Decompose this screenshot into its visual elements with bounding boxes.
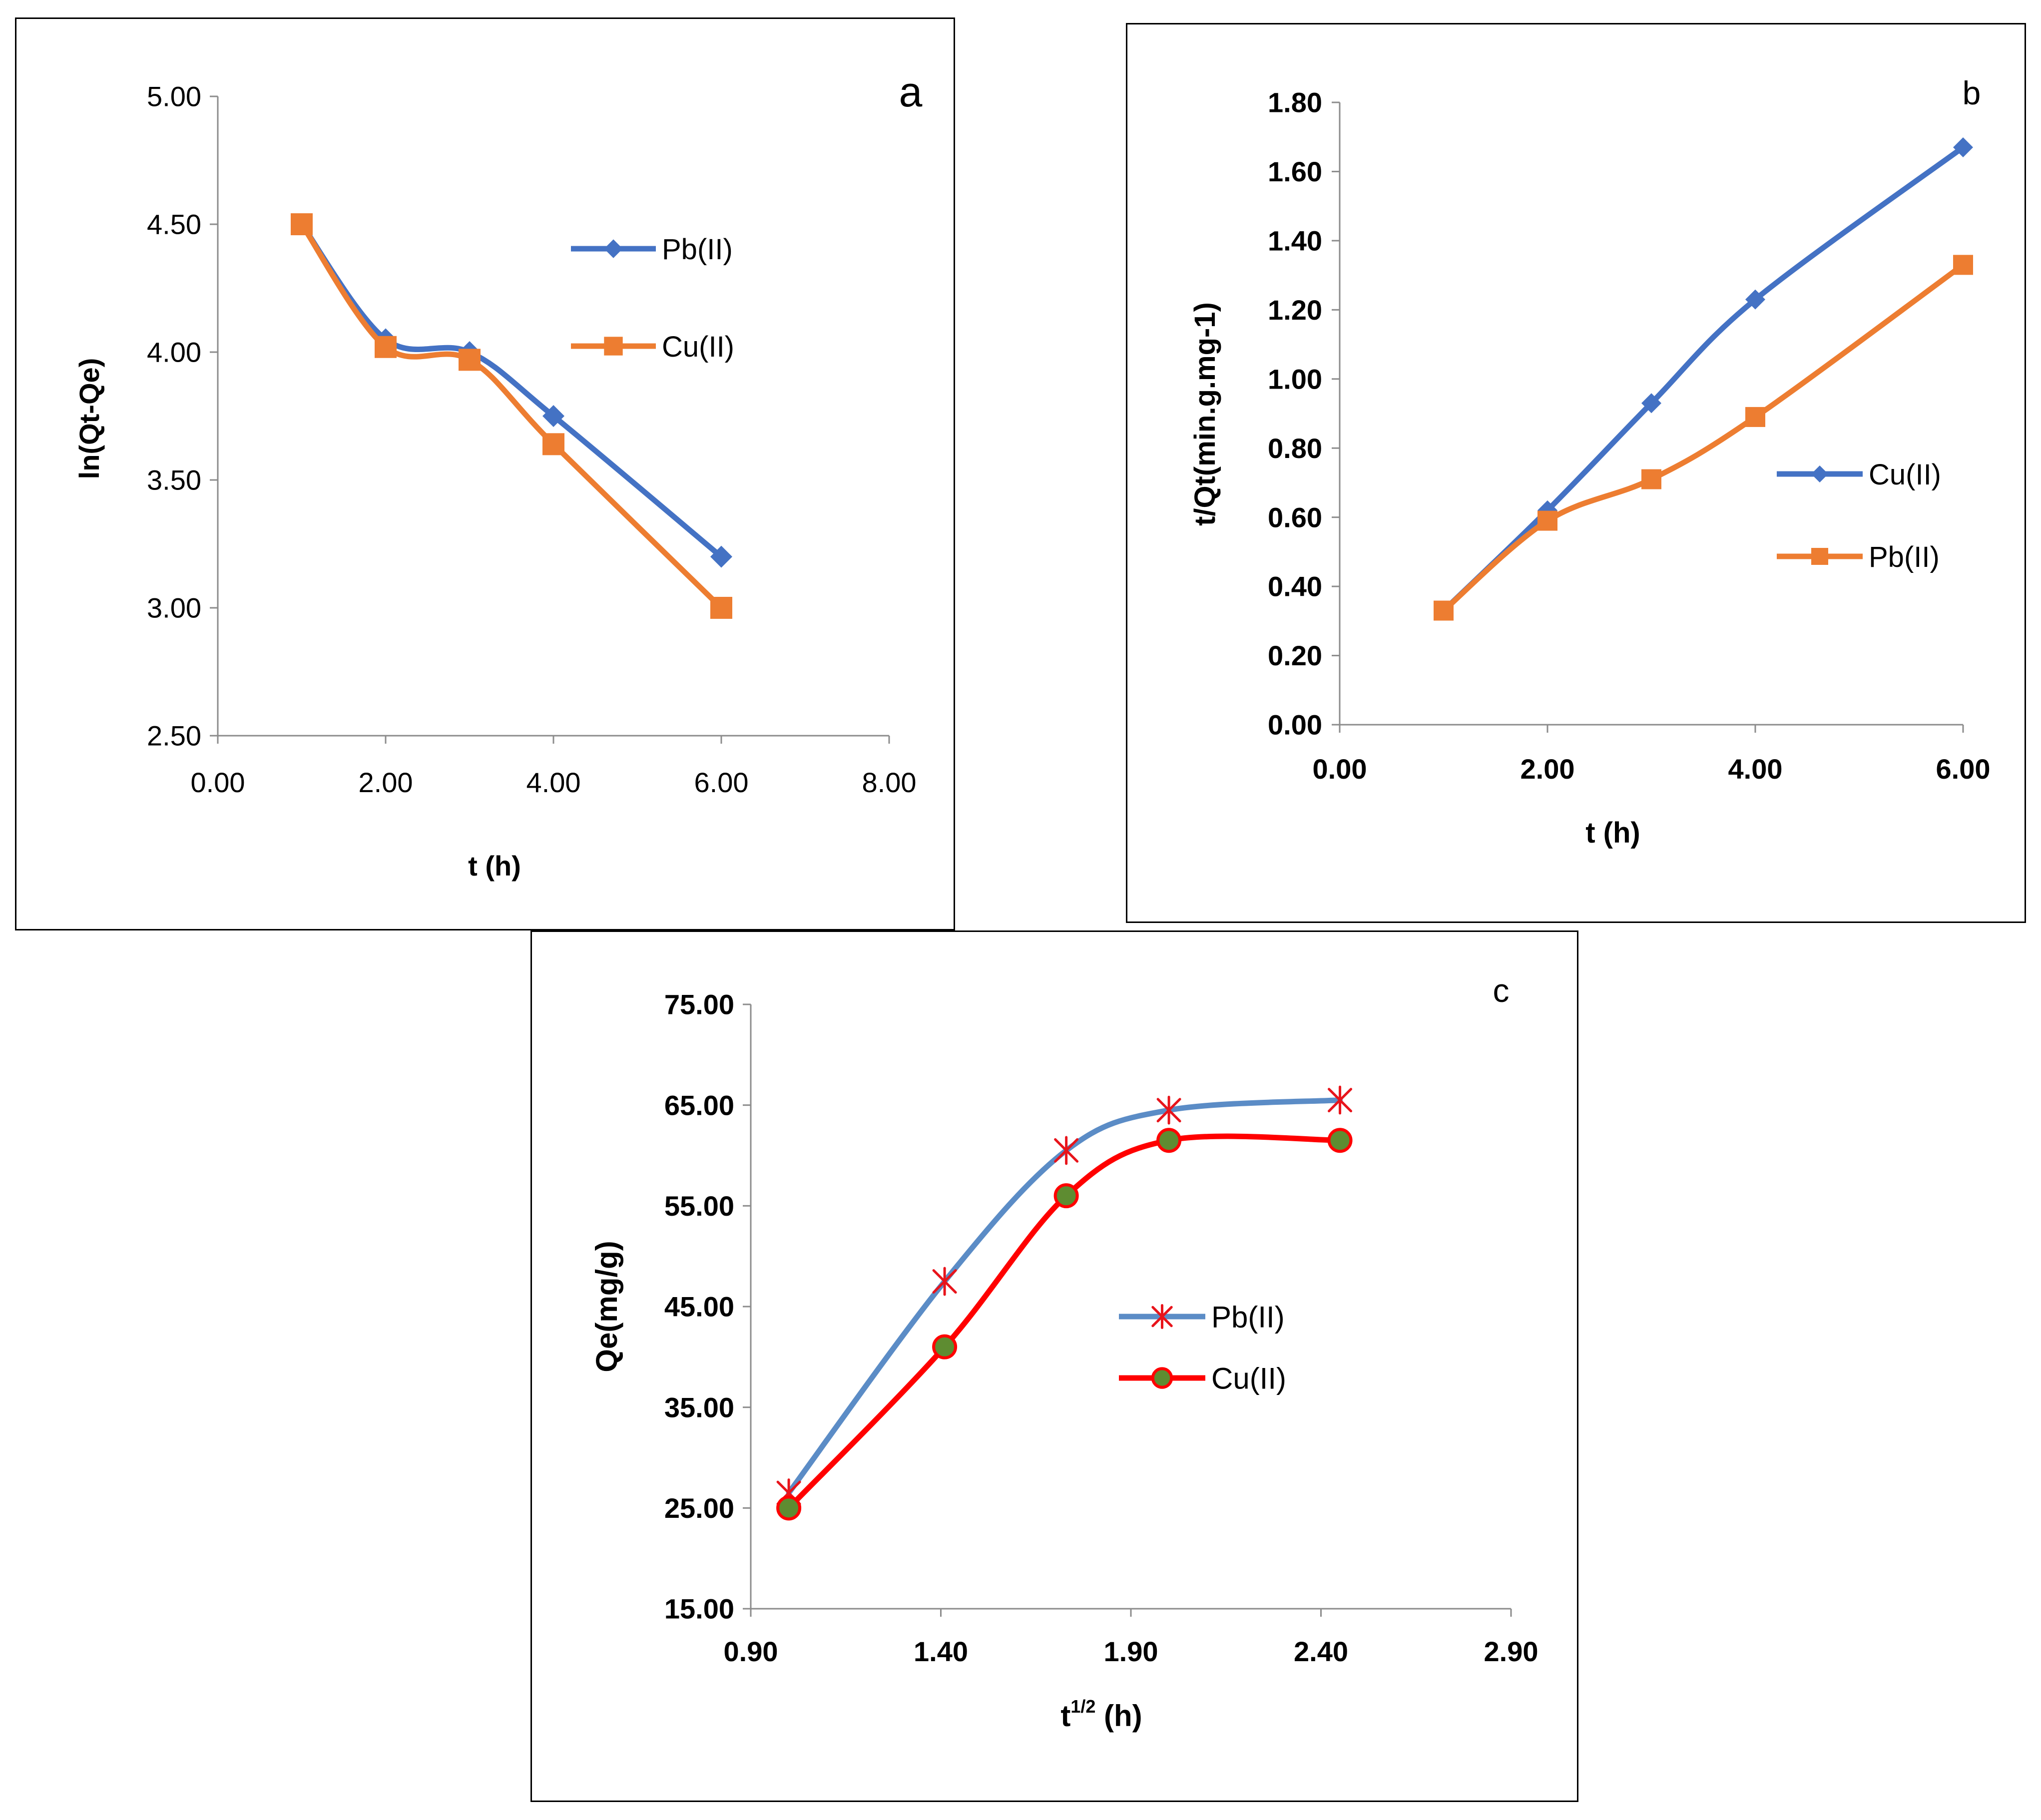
data-point <box>1537 500 1557 520</box>
chart-c-svg: 15.00 25.00 35.00 45.00 55.00 65.00 75.00 0.90 1… <box>590 972 1538 1733</box>
y-tick-label: 0.40 <box>1268 571 1322 602</box>
data-point <box>1434 600 1454 621</box>
y-tick-label: 1.40 <box>1268 225 1322 256</box>
data-point <box>542 405 564 427</box>
series-line-Pb(II) <box>299 221 724 560</box>
series-line-Cu(II) <box>786 1133 1343 1511</box>
x-tick-label: 6.00 <box>694 767 749 798</box>
x-tick-label: 0.00 <box>1313 753 1367 785</box>
series-line-Cu(II) <box>299 221 724 611</box>
y-tick-label: 1.60 <box>1268 156 1322 187</box>
chart-panel-a: 2.50 3.00 3.50 4.00 4.50 5.00 0.00 2.00 4.00 6.00… <box>15 17 955 930</box>
chart-b-svg: 0.00 0.20 0.40 0.60 0.80 1.00 1.20 1.40 1.60 1.80… <box>1189 74 1991 849</box>
y-tick-label: 5.00 <box>147 81 201 112</box>
y-tick-label: 1.20 <box>1268 294 1322 326</box>
data-point <box>459 349 481 371</box>
panel-letter: a <box>899 68 923 115</box>
y-tick-label: 55.00 <box>664 1190 734 1222</box>
x-axis-label: t (h) <box>468 850 521 882</box>
x-tick-label: 2.40 <box>1294 1636 1348 1667</box>
legend-label: Cu(II) <box>1211 1362 1286 1395</box>
x-tick-label: 4.00 <box>526 767 581 798</box>
data-point <box>542 433 564 455</box>
series-line-Pb(II) <box>786 1097 1343 1496</box>
y-tick-label: 3.00 <box>147 592 201 624</box>
x-axis-label: t (h) <box>1585 817 1640 849</box>
x-tick-label: 0.00 <box>191 767 245 798</box>
data-point <box>1745 289 1765 310</box>
y-tick-label: 15.00 <box>664 1593 734 1625</box>
x-tick-label: 2.00 <box>359 767 413 798</box>
y-tick-label: 35.00 <box>664 1391 734 1423</box>
y-tick-label: 2.50 <box>147 720 201 752</box>
legend-marker <box>1811 548 1828 565</box>
chart-panel-c: 15.00 25.00 35.00 45.00 55.00 65.00 75.00 0.90 1… <box>530 930 1578 1802</box>
data-point <box>932 1267 957 1296</box>
y-axis-label: ln(Qt-Qe) <box>73 358 105 479</box>
legend-label: Pb(II) <box>1869 541 1940 573</box>
data-point <box>1641 393 1661 414</box>
panel-letter: c <box>1493 972 1510 1009</box>
legend-label: Cu(II) <box>1869 458 1941 491</box>
data-point <box>1745 407 1765 427</box>
y-tick-label: 0.00 <box>1268 709 1322 741</box>
y-tick-label: 4.00 <box>147 337 201 368</box>
x-tick-label: 4.00 <box>1728 753 1783 785</box>
y-tick-label: 0.20 <box>1268 640 1322 671</box>
legend-label: Pb(II) <box>662 233 733 266</box>
x-tick-label: 2.90 <box>1484 1636 1538 1667</box>
data-point <box>1327 1128 1353 1153</box>
data-point <box>1053 1183 1079 1209</box>
data-point <box>1953 255 1973 275</box>
y-axis-label: t/Qt(min.g.mg-1) <box>1189 302 1221 526</box>
x-tick-label: 0.90 <box>724 1636 778 1667</box>
data-point <box>710 545 732 568</box>
data-point <box>375 336 397 358</box>
y-tick-label: 1.80 <box>1268 87 1322 118</box>
x-tick-label: 8.00 <box>862 767 917 798</box>
data-point <box>1156 1095 1181 1125</box>
x-axis-label: t1/2 (h) <box>1060 1696 1142 1733</box>
x-tick-label: 2.00 <box>1521 753 1575 785</box>
data-point <box>1328 1085 1353 1115</box>
data-point <box>1641 469 1661 489</box>
data-point <box>710 597 732 619</box>
data-point <box>1537 510 1557 531</box>
data-point <box>932 1334 958 1360</box>
legend-label: Cu(II) <box>662 331 734 363</box>
legend-marker <box>1811 465 1828 482</box>
x-tick-label: 1.90 <box>1104 1636 1158 1667</box>
y-tick-label: 75.00 <box>664 989 734 1020</box>
y-tick-label: 0.80 <box>1268 433 1322 464</box>
y-tick-label: 4.50 <box>147 209 201 240</box>
y-tick-label: 1.00 <box>1268 363 1322 395</box>
legend-label: Pb(II) <box>1211 1301 1285 1334</box>
data-point <box>1156 1128 1182 1153</box>
panel-letter: b <box>1963 74 1981 111</box>
chart-panel-b: 0.00 0.20 0.40 0.60 0.80 1.00 1.20 1.40 1.60 1.80… <box>1126 23 2026 923</box>
chart-a-svg: 2.50 3.00 3.50 4.00 4.50 5.00 0.00 2.00 4.00 6.00… <box>73 68 923 882</box>
y-tick-label: 3.50 <box>147 464 201 496</box>
legend-marker <box>1151 1367 1173 1389</box>
x-tick-label: 6.00 <box>1936 753 1991 785</box>
legend-marker <box>604 239 623 258</box>
legend-marker <box>1151 1304 1173 1329</box>
y-tick-label: 45.00 <box>664 1291 734 1323</box>
y-tick-label: 0.60 <box>1268 501 1322 533</box>
legend-marker <box>604 337 623 356</box>
data-point <box>291 213 313 235</box>
y-tick-label: 25.00 <box>664 1492 734 1524</box>
y-tick-label: 65.00 <box>664 1089 734 1121</box>
y-axis-label: Qe(mg/g) <box>590 1241 623 1372</box>
data-point <box>1054 1136 1079 1165</box>
data-point <box>776 1495 802 1521</box>
x-tick-label: 1.40 <box>914 1636 968 1667</box>
data-point <box>1953 137 1973 157</box>
series-line-Pb(II) <box>1441 262 1966 614</box>
